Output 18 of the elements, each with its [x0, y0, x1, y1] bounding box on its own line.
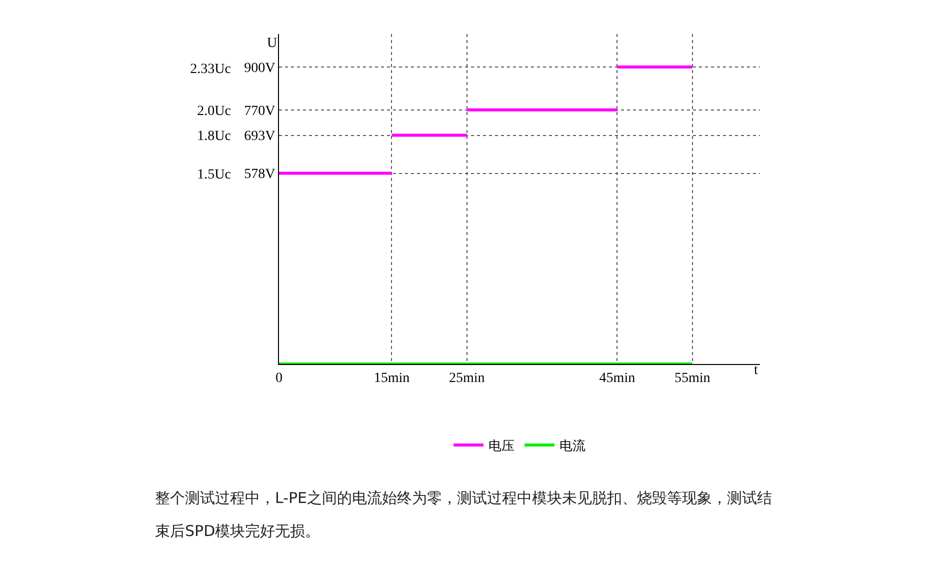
legend-label: 电流 — [560, 438, 586, 454]
y-tick-label: 578V — [244, 167, 276, 182]
y-tick-label: 770V — [244, 104, 276, 119]
y-tick-label: 693V — [244, 129, 276, 144]
text: 整个测试过程中，L-PE之间的电流始终为零，测试过程中模块未见脱扣、烧毁等现象，测试结束后SPD模块完好无损。 — [155, 488, 774, 542]
x-axis-title: t — [754, 363, 758, 378]
x-tick-label: 15min — [374, 370, 410, 386]
y-axis-title: U — [267, 36, 278, 51]
x-tick-label: 0 — [276, 370, 282, 386]
y-tick-label: 900V — [244, 60, 276, 76]
legend-label: 电压 — [488, 439, 514, 454]
x-tick-label: 25min — [449, 370, 485, 386]
y2-tick-label: 1.5Uc — [197, 167, 231, 182]
y2-tick-label: 2.0Uc — [197, 104, 231, 119]
y2-tick-label: 1.8Uc — [197, 129, 231, 144]
x-tick-label: 55min — [674, 370, 710, 386]
x-tick-label: 45min — [599, 370, 636, 386]
y2-tick-label: 2.33Uc — [190, 62, 231, 77]
